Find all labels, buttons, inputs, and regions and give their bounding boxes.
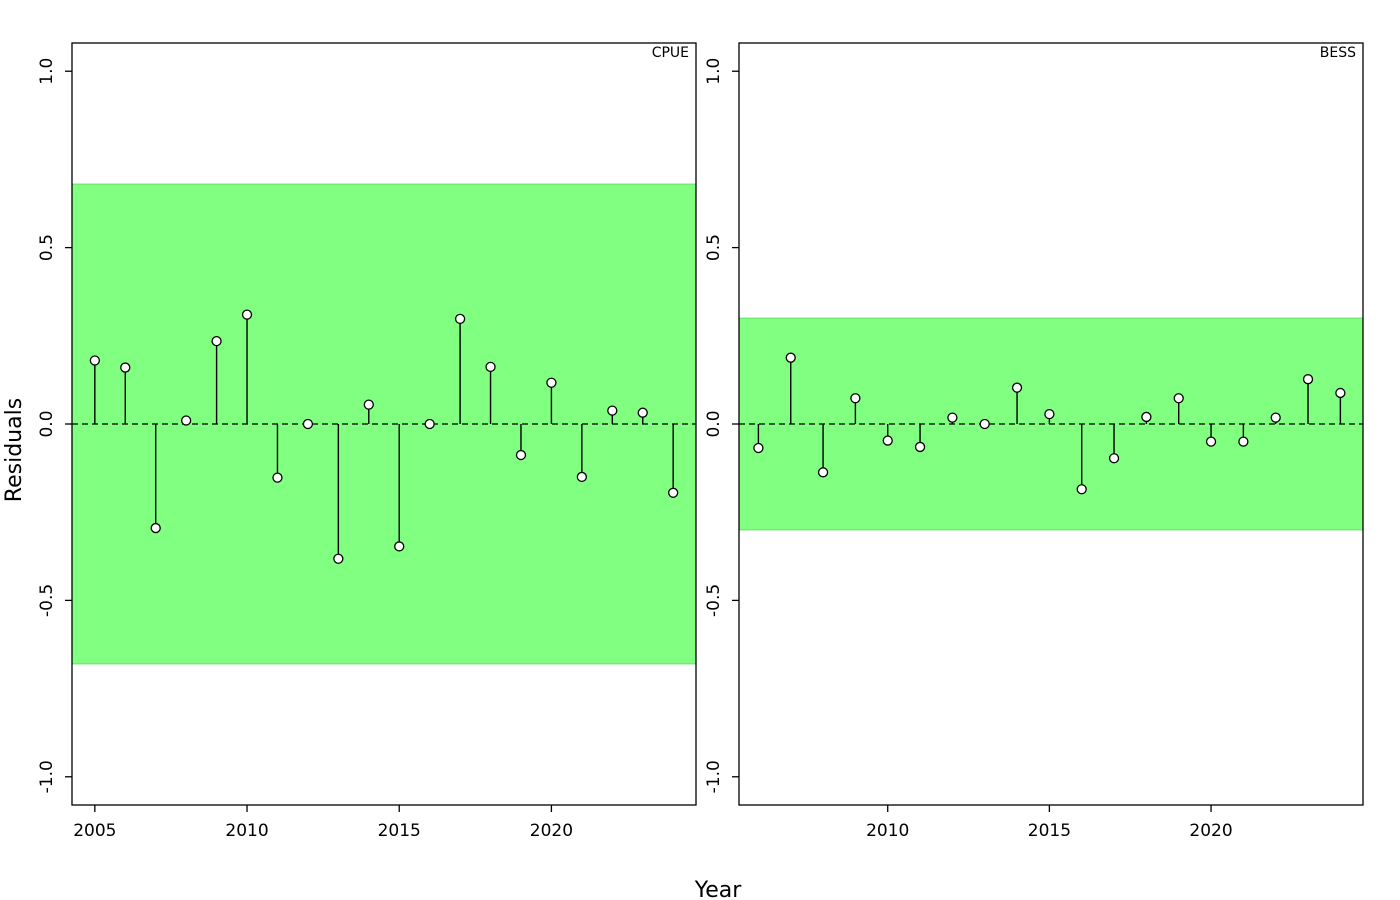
residual-point: [882, 435, 893, 446]
residual-point: [515, 449, 527, 461]
x-tick-label: 2005: [73, 821, 116, 841]
residual-point: [1302, 374, 1314, 385]
residual-point: [180, 415, 192, 426]
residual-point: [1238, 436, 1249, 447]
residual-point: [753, 442, 764, 454]
x-axis-title: Year: [694, 878, 743, 900]
residual-point: [1335, 387, 1346, 399]
y-tick-label: 1.0: [704, 58, 724, 85]
residual-point: [914, 441, 926, 453]
residual-point: [817, 467, 829, 478]
x-tick-label: 2015: [378, 821, 421, 841]
residual-point: [1270, 412, 1281, 423]
residual-point: [1141, 411, 1152, 423]
residual-point: [333, 553, 344, 564]
residual-point: [546, 377, 557, 388]
residual-point: [272, 472, 283, 483]
residual-point: [1044, 408, 1055, 420]
residual-point: [1108, 453, 1120, 464]
x-tick-label: 2015: [1028, 821, 1071, 841]
residual-point: [1205, 436, 1217, 447]
residual-point: [1011, 382, 1023, 393]
panel-title: CPUE: [652, 45, 689, 61]
residual-point: [668, 487, 679, 498]
residual-point: [979, 418, 990, 430]
x-tick-label: 2020: [530, 821, 573, 841]
residual-point: [211, 335, 222, 347]
residual-point: [607, 405, 618, 416]
y-tick-label: -1.0: [37, 760, 57, 793]
x-tick-label: 2010: [866, 821, 909, 841]
residual-point: [424, 418, 435, 430]
y-tick-label: 0.0: [37, 410, 57, 437]
y-tick-label: -0.5: [37, 584, 57, 617]
y-tick-label: -0.5: [704, 584, 724, 617]
residual-point: [576, 471, 588, 483]
residual-point: [1076, 484, 1087, 495]
y-tick-label: -1.0: [704, 760, 724, 793]
y-axis-title: Residuals: [2, 398, 27, 502]
residual-point: [150, 522, 161, 534]
y-tick-label: 0.0: [704, 410, 724, 437]
panel-title: BESS: [1320, 45, 1356, 61]
residual-point: [241, 309, 253, 320]
y-tick-label: 0.5: [704, 234, 724, 261]
bess-panel: 2010 2015 2020 -1.0 -0.5 0.0 0.5 1.0 BESS: [704, 42, 1364, 841]
residual-point: [89, 355, 100, 366]
x-tick-label: 2010: [225, 821, 268, 841]
residual-point: [1173, 393, 1184, 404]
y-tick-label: 0.5: [37, 234, 57, 261]
residual-point: [947, 412, 958, 423]
residual-point: [363, 399, 374, 410]
residual-point: [850, 393, 861, 404]
residual-point: [120, 362, 131, 373]
residual-point: [454, 313, 466, 325]
cpue-panel: 2005 2010 2015 2020 -1.0 -0.5 0.0 0.5 1.0 CPUE: [37, 42, 697, 841]
x-tick-label: 2020: [1189, 821, 1232, 841]
residual-point: [302, 418, 314, 430]
residual-point: [637, 407, 648, 418]
residual-point: [394, 541, 405, 552]
residual-point: [485, 361, 496, 373]
y-tick-label: 1.0: [37, 58, 57, 85]
residual-point: [785, 352, 796, 363]
